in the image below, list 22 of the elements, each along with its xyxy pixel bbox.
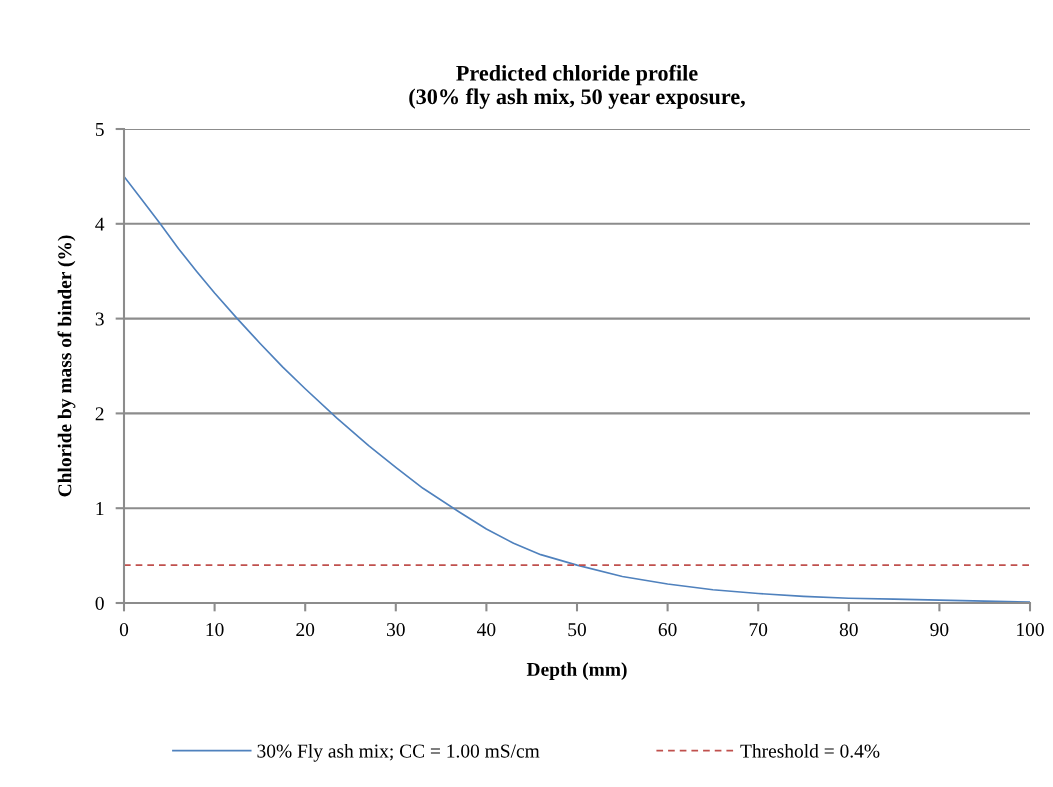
y-tick-label: 4 bbox=[95, 217, 105, 231]
x-tick-label: 0 bbox=[119, 623, 129, 637]
x-tick-label: 60 bbox=[658, 623, 677, 637]
x-tick-label: 20 bbox=[296, 623, 315, 637]
y-tick-label: 3 bbox=[95, 312, 104, 326]
x-tick-label: 10 bbox=[206, 623, 224, 637]
x-tick-label: 50 bbox=[568, 623, 586, 637]
chart-title: Predicted chloride profile (30% fly ash mix, 50 year exposure, bbox=[409, 64, 745, 109]
x-tick-label: 40 bbox=[477, 623, 496, 637]
x-tick-label: 30 bbox=[387, 623, 405, 637]
x-axis-title: Depth (mm) bbox=[526, 662, 627, 680]
y-tick-label: 0 bbox=[95, 596, 104, 610]
x-tick-label: 90 bbox=[930, 623, 949, 637]
x-tick-label: 70 bbox=[749, 623, 768, 637]
legend-label: 30% Fly ash mix; CC = 1.00 mS/cm bbox=[257, 743, 540, 762]
x-tick-label: 100 bbox=[1017, 623, 1044, 637]
y-axis-title: Chloride by mass of binder (%) bbox=[57, 235, 76, 497]
y-tick-label: 1 bbox=[96, 502, 104, 515]
y-tick-label: 5 bbox=[95, 123, 104, 136]
y-tick-label: 2 bbox=[95, 407, 104, 421]
x-tick-label: 80 bbox=[839, 623, 858, 637]
legend-label: Threshold = 0.4% bbox=[740, 743, 880, 758]
